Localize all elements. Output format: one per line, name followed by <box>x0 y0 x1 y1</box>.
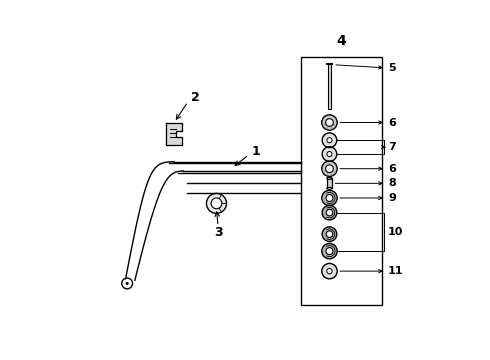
Text: 2: 2 <box>191 91 200 104</box>
Circle shape <box>322 115 337 130</box>
Text: 11: 11 <box>388 266 404 276</box>
Text: 9: 9 <box>388 193 396 203</box>
Circle shape <box>326 248 333 255</box>
Bar <box>326 63 333 65</box>
Circle shape <box>327 152 332 157</box>
Text: 10: 10 <box>388 227 404 237</box>
Text: 1: 1 <box>252 145 261 158</box>
Circle shape <box>206 193 226 213</box>
Text: 7: 7 <box>388 142 396 152</box>
Text: 8: 8 <box>388 178 396 188</box>
Bar <box>327 63 331 109</box>
Circle shape <box>322 205 337 220</box>
Bar <box>301 57 382 305</box>
Bar <box>327 63 331 109</box>
Ellipse shape <box>327 177 332 179</box>
Circle shape <box>322 243 337 259</box>
Circle shape <box>211 198 222 209</box>
Text: 6: 6 <box>388 117 396 127</box>
Text: 6: 6 <box>388 164 396 174</box>
Circle shape <box>322 190 337 206</box>
Text: 3: 3 <box>214 226 222 239</box>
Circle shape <box>322 147 337 161</box>
Circle shape <box>322 227 337 242</box>
Circle shape <box>326 194 333 202</box>
Ellipse shape <box>327 188 332 189</box>
Circle shape <box>326 209 333 216</box>
Text: 4: 4 <box>337 34 346 48</box>
Polygon shape <box>167 123 182 145</box>
Circle shape <box>327 269 332 274</box>
Circle shape <box>326 231 333 238</box>
Bar <box>327 178 332 188</box>
Circle shape <box>322 133 337 148</box>
Circle shape <box>326 165 333 172</box>
Circle shape <box>327 138 332 143</box>
Text: 5: 5 <box>388 63 396 73</box>
Circle shape <box>322 161 337 176</box>
Bar <box>327 178 332 188</box>
Circle shape <box>326 119 333 126</box>
Circle shape <box>125 282 129 285</box>
Circle shape <box>322 264 337 279</box>
